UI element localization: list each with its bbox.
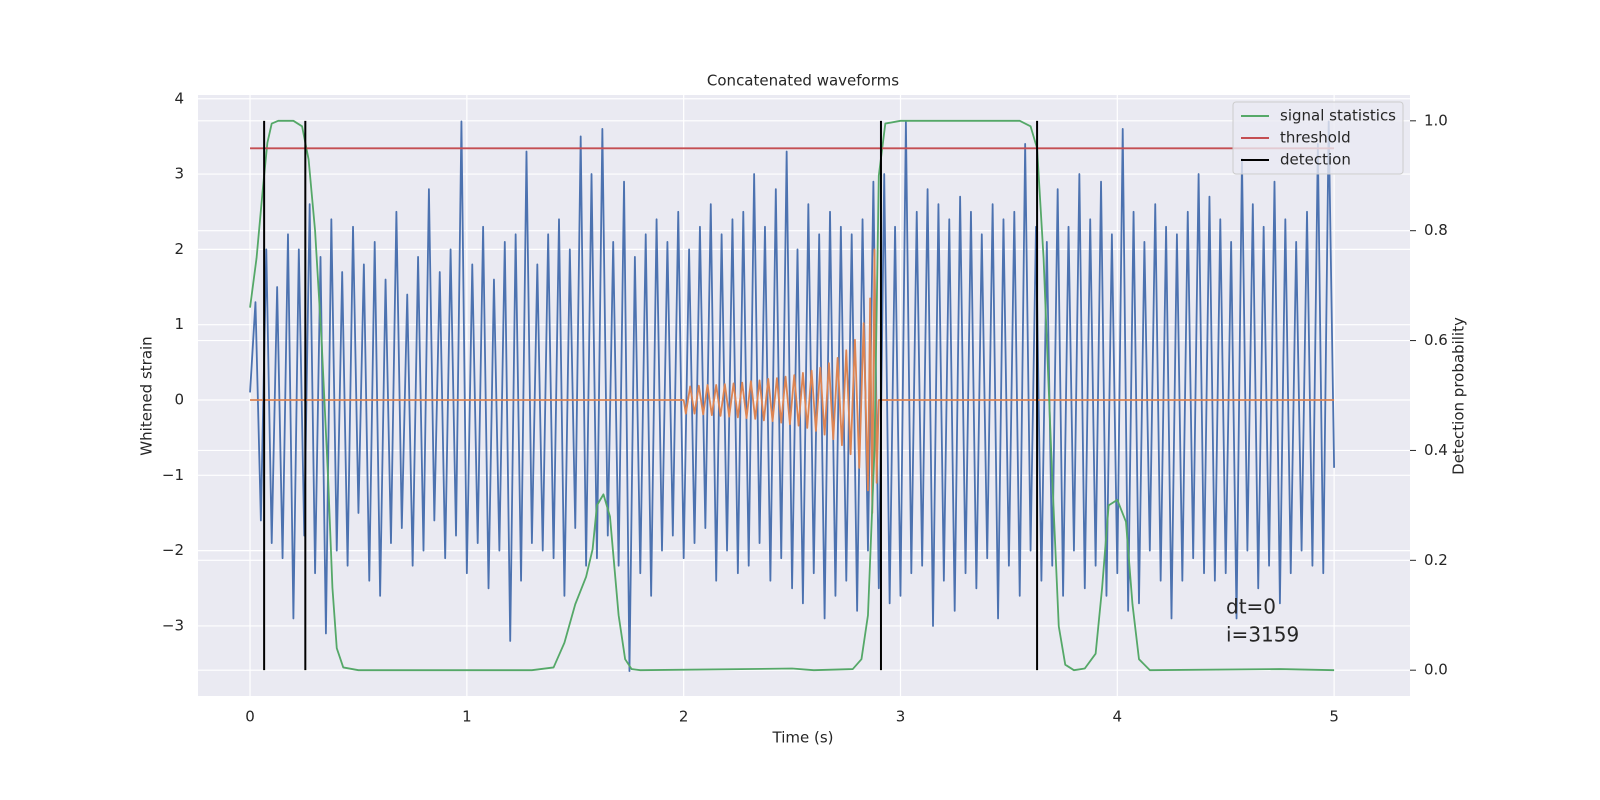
axes: 0 1 2 3 4 5 −3 −2 −1 0 1 2 3 4 0.0 0.2 0.4 0.6 0.8 1.0: [162, 89, 1448, 725]
x-tick-label: 1: [462, 708, 472, 726]
annotation: i=3159: [1226, 623, 1299, 647]
y2-tick-label: 0.0: [1424, 661, 1448, 679]
y2-tick-label: 1.0: [1424, 111, 1448, 129]
legend-label: signal statistics: [1280, 107, 1396, 125]
legend: signal statistics threshold detection: [1232, 101, 1404, 175]
annotation: dt=0: [1226, 595, 1276, 619]
legend-box: [1232, 101, 1404, 175]
y-axis-label: Whitened strain: [138, 336, 156, 455]
legend-label: threshold: [1280, 129, 1351, 147]
y2-axis-label: Detection probability: [1450, 317, 1468, 475]
y-tick-label: 2: [174, 240, 184, 258]
y-tick-label: 4: [174, 89, 184, 107]
y2-tick-label: 0.6: [1424, 331, 1448, 349]
y-tick-label: 0: [174, 391, 184, 409]
y2-tick-label: 0.2: [1424, 551, 1448, 569]
x-tick-label: 0: [245, 708, 255, 726]
y-tick-label: −3: [162, 616, 184, 634]
y-tick-label: −2: [162, 541, 184, 559]
x-tick-label: 2: [679, 708, 689, 726]
legend-label: detection: [1280, 151, 1351, 169]
series-line: [249, 120, 1336, 673]
y2-tick-label: 0.4: [1424, 441, 1448, 459]
series-line: [250, 248, 1335, 514]
y2-tick-label: 0.8: [1424, 221, 1448, 239]
x-tick-label: 3: [896, 708, 906, 726]
x-tick-label: 5: [1329, 708, 1339, 726]
chart-title: Concatenated waveforms: [707, 72, 899, 90]
x-axis-label: Time (s): [772, 729, 834, 747]
y-tick-label: 1: [174, 315, 184, 333]
x-tick-label: 4: [1113, 708, 1123, 726]
series-line: [249, 119, 1335, 672]
plot-data: [249, 119, 1336, 673]
y-tick-label: −1: [162, 466, 184, 484]
y-tick-label: 3: [174, 165, 184, 183]
